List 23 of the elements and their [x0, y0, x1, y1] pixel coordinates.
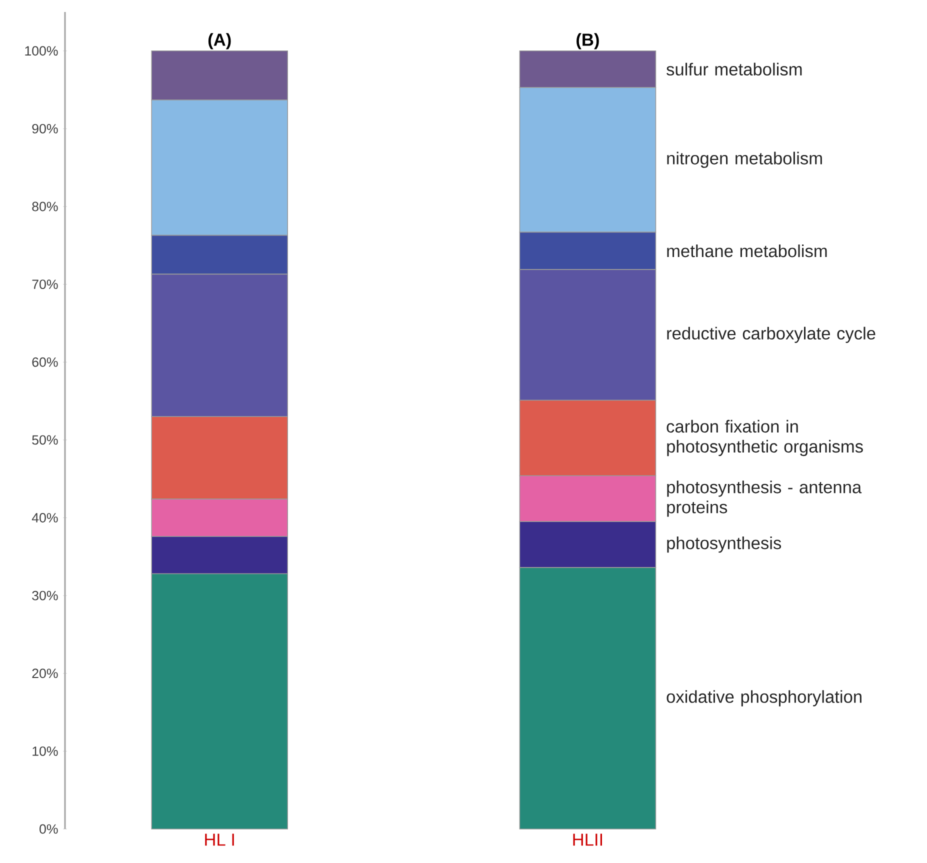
- y-tick-label: 80%: [32, 202, 58, 212]
- series-label: methane metabolism: [667, 244, 827, 258]
- y-tick-label: 70%: [32, 280, 58, 290]
- series-label: sulfur metabolism: [666, 62, 802, 76]
- y-tick-label: 30%: [32, 590, 58, 600]
- y-tick-label: 60%: [32, 357, 58, 367]
- series-label: reductive carboxylate cycle: [667, 326, 876, 343]
- y-tick-label: 90%: [32, 124, 58, 134]
- series-label: nitrogen metabolism: [667, 152, 822, 168]
- y-tick-label: 50%: [32, 435, 58, 445]
- annotation: (B): [576, 33, 599, 50]
- y-tick-label: 0%: [40, 824, 58, 834]
- x-tick-label: HL I: [205, 834, 234, 846]
- x-tick-label: HLII: [573, 834, 602, 846]
- y-tick-label: 10%: [32, 746, 58, 756]
- y-tick-label: 20%: [32, 668, 58, 678]
- annotation: (A): [208, 33, 231, 50]
- series-label: carbon fixation in photosynthetic organisms: [666, 420, 863, 456]
- series-label: oxidative phosphorylation: [666, 690, 862, 706]
- y-tick-label: 40%: [32, 513, 58, 522]
- series-label: photosynthesis: [667, 536, 782, 553]
- y-tick-label: 100%: [25, 46, 58, 56]
- series-label: photosynthesis - antenna proteins: [667, 480, 862, 517]
